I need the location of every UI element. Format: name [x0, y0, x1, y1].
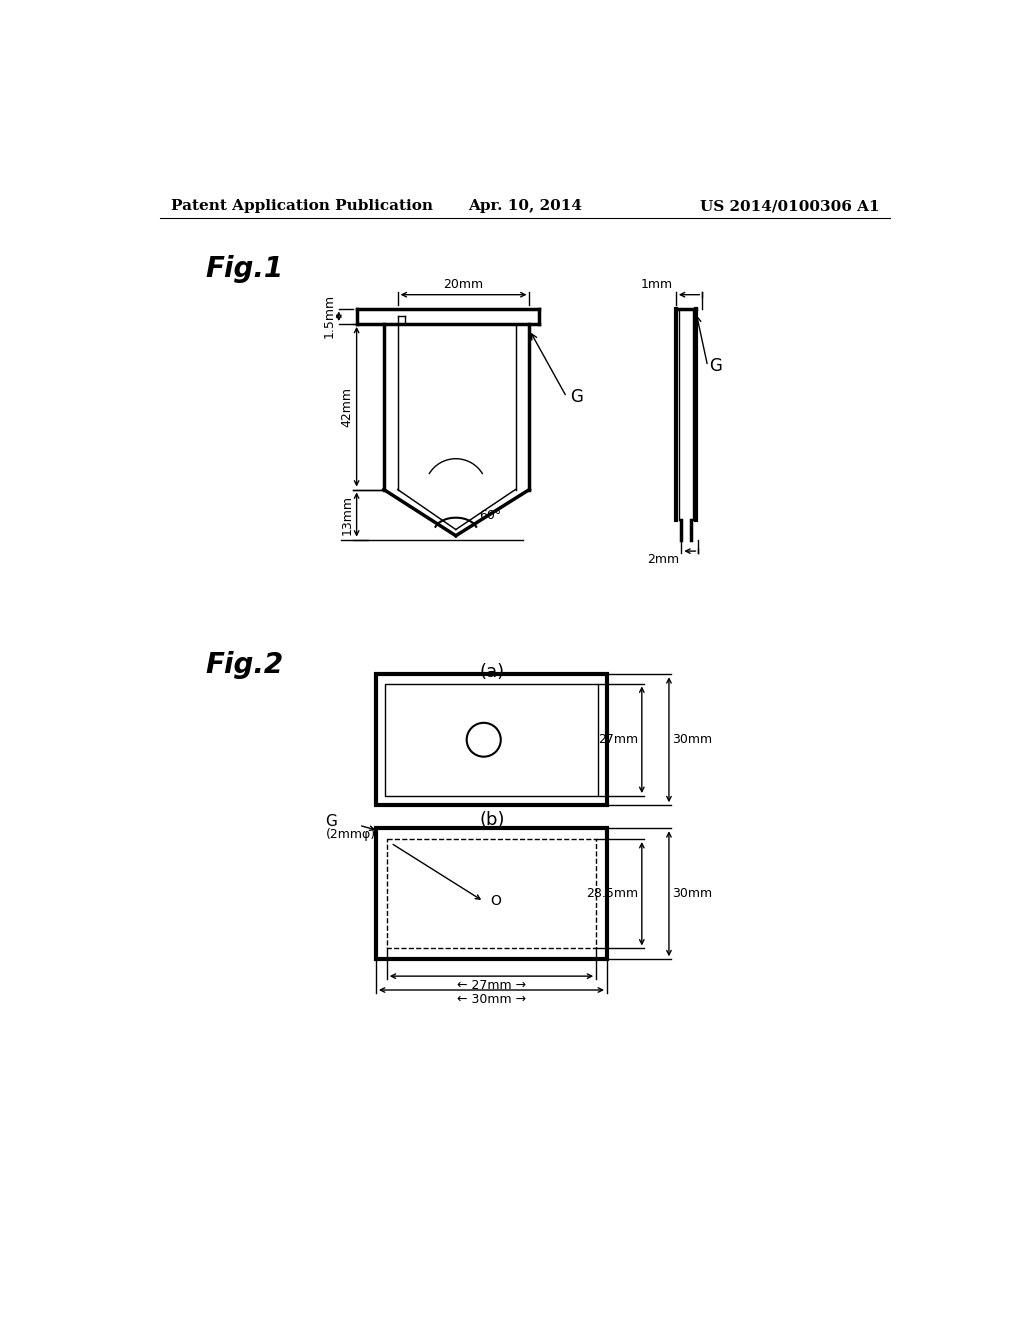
Text: G: G [710, 358, 722, 375]
Text: (b): (b) [479, 812, 505, 829]
Text: Fig.2: Fig.2 [206, 651, 284, 680]
Text: 1.5mm: 1.5mm [323, 294, 336, 338]
Text: (2mmφ): (2mmφ) [326, 829, 376, 841]
Text: 2mm: 2mm [647, 553, 679, 566]
Text: 20mm: 20mm [443, 277, 483, 290]
Text: 28.5mm: 28.5mm [587, 887, 639, 900]
Text: G: G [569, 388, 583, 407]
Text: 1mm: 1mm [641, 277, 673, 290]
Text: 13mm: 13mm [341, 495, 353, 535]
Bar [385, 684, 598, 796]
Text: 27mm: 27mm [599, 733, 639, 746]
Text: Patent Application Publication: Patent Application Publication [171, 199, 432, 213]
Text: Fig.1: Fig.1 [206, 255, 284, 282]
Text: Apr. 10, 2014: Apr. 10, 2014 [468, 199, 582, 213]
Text: O: O [489, 895, 501, 908]
Text: 30mm: 30mm [672, 733, 712, 746]
Text: G: G [326, 814, 338, 829]
Text: US 2014/0100306 A1: US 2014/0100306 A1 [700, 199, 880, 213]
Bar [376, 675, 607, 805]
Bar [376, 829, 607, 960]
Text: (a): (a) [479, 663, 505, 681]
Text: 60°: 60° [479, 508, 502, 521]
Bar [387, 840, 596, 948]
Text: ← 27mm →: ← 27mm → [457, 979, 526, 993]
Text: 30mm: 30mm [672, 887, 712, 900]
Text: ← 30mm →: ← 30mm → [457, 993, 526, 1006]
Text: 42mm: 42mm [341, 387, 353, 426]
